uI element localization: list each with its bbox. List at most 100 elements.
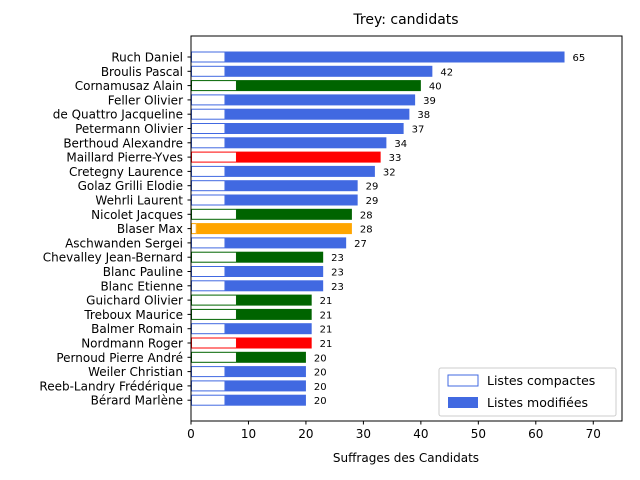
- bar-modifiees: [225, 165, 375, 177]
- bar-modifiees: [225, 237, 347, 249]
- value-label: 20: [314, 353, 327, 364]
- x-tick-label: 60: [528, 427, 543, 441]
- x-tick-label: 20: [298, 427, 313, 441]
- x-tick-label: 30: [356, 427, 371, 441]
- legend: Listes compactes Listes modifiées: [438, 367, 617, 417]
- value-label: 33: [389, 153, 402, 164]
- y-tick-label: Balmer Romain: [91, 322, 183, 336]
- bar-modifiees: [225, 280, 324, 292]
- x-tick-label: 50: [471, 427, 486, 441]
- bar-compactes: [191, 123, 226, 134]
- y-tick-label: Blaser Max: [117, 222, 183, 236]
- bar-compactes: [191, 294, 237, 306]
- x-ticks: 0 10 20 30 40 50 60 70: [187, 421, 601, 441]
- bar-modifiees: [236, 80, 421, 92]
- value-label: 40: [429, 82, 442, 93]
- y-tick-label: Pernoud Pierre André: [56, 351, 183, 365]
- chart-title: Trey: candidats: [352, 12, 458, 28]
- value-label: 37: [412, 125, 425, 136]
- y-tick-label: Nordmann Roger: [81, 337, 183, 351]
- bar-compactes: [191, 208, 237, 220]
- value-label: 21: [320, 310, 333, 321]
- bar-modifiees: [225, 180, 358, 192]
- value-label: 34: [394, 139, 407, 150]
- y-tick-label: Chevalley Jean-Bernard: [43, 251, 183, 265]
- y-tick-label: Ruch Daniel: [111, 51, 183, 65]
- bar-modifiees: [225, 366, 306, 378]
- bar-compactes: [191, 280, 226, 292]
- x-axis-label: Suffrages des Candidats: [333, 451, 479, 465]
- bar-compactes: [191, 165, 226, 177]
- x-tick-label: 70: [586, 427, 601, 441]
- bar-modifiees: [225, 266, 324, 277]
- bar-modifiees: [225, 108, 410, 120]
- bar-modifiees: [225, 394, 306, 406]
- value-label: 20: [314, 396, 327, 407]
- value-label: 27: [354, 239, 367, 250]
- bar-modifiees: [236, 337, 312, 349]
- value-label: 29: [366, 196, 379, 207]
- y-tick-label: Golaz Grilli Elodie: [78, 179, 183, 193]
- bar-modifiees: [236, 308, 312, 320]
- bar-modifiees: [236, 251, 324, 263]
- value-label: 21: [320, 339, 333, 350]
- y-tick-label: Guichard Olivier: [86, 294, 183, 308]
- value-label: 21: [320, 296, 333, 307]
- legend-swatch-modifiees: [448, 397, 478, 408]
- bar-modifiees: [236, 294, 312, 306]
- value-label: 21: [320, 325, 333, 336]
- value-label: 20: [314, 368, 327, 379]
- y-tick-label: Bérard Marlène: [91, 394, 183, 408]
- value-label: 23: [331, 253, 344, 264]
- x-tick-label: 40: [413, 427, 428, 441]
- legend-box: [438, 367, 617, 417]
- value-label: 23: [331, 282, 344, 293]
- bar-compactes: [191, 266, 226, 277]
- y-tick-label: Nicolet Jacques: [91, 208, 183, 222]
- value-label: 28: [360, 225, 373, 236]
- bar-modifiees: [225, 94, 416, 106]
- bar-compactes: [191, 94, 226, 106]
- bar-modifiees: [225, 65, 433, 77]
- bar-compactes: [191, 180, 226, 192]
- value-labels: 65 42 40 39 38 37 34 33 32 29 29 28 28 27 23 23 23 21 21 21…: [314, 53, 585, 407]
- bar-compactes: [191, 394, 226, 406]
- bar-compactes: [191, 223, 197, 235]
- y-tick-label: Petermann Olivier: [75, 122, 183, 136]
- y-tick-label: Reeb-Landry Frédérique: [39, 379, 183, 393]
- y-tick-label: Cretegny Laurence: [69, 165, 183, 179]
- value-label: 65: [573, 53, 586, 64]
- legend-swatch-compactes: [447, 374, 479, 387]
- bar-compactes: [191, 65, 226, 77]
- bar-compactes: [191, 80, 237, 92]
- value-label: 20: [314, 382, 327, 393]
- legend-label-compactes: Listes compactes: [487, 373, 595, 388]
- y-tick-label: Treboux Maurice: [83, 308, 183, 322]
- plot-frame: [190, 35, 623, 422]
- y-tick-label: Aschwanden Sergei: [65, 236, 183, 250]
- bar-compactes: [191, 337, 237, 349]
- bar-compactes: [191, 366, 226, 378]
- bar-modifiees: [236, 351, 306, 363]
- legend-label-modifiees: Listes modifiées: [487, 395, 588, 410]
- bar-compactes: [191, 51, 226, 63]
- bar-modifiees: [225, 137, 387, 149]
- bar-compactes: [191, 137, 226, 149]
- bar-compactes: [191, 108, 226, 120]
- bar-compactes: [191, 351, 237, 363]
- y-tick-label: Cornamusaz Alain: [75, 79, 183, 93]
- y-tick-label: Feller Olivier: [108, 93, 183, 107]
- bar-compactes: [191, 194, 226, 206]
- y-tick-label: Blanc Pauline: [103, 265, 183, 279]
- value-label: 42: [440, 67, 453, 78]
- y-tick-label: Maillard Pierre-Yves: [66, 151, 183, 165]
- bar-compactes: [191, 251, 237, 263]
- y-tick-label: Berthoud Alexandre: [63, 136, 183, 150]
- bar-modifiees: [236, 151, 381, 163]
- bar-modifiees: [196, 223, 352, 235]
- value-label: 29: [366, 182, 379, 193]
- bar-compactes: [191, 308, 237, 320]
- bar-compactes: [191, 323, 226, 335]
- y-tick-label: Blanc Etienne: [100, 279, 183, 293]
